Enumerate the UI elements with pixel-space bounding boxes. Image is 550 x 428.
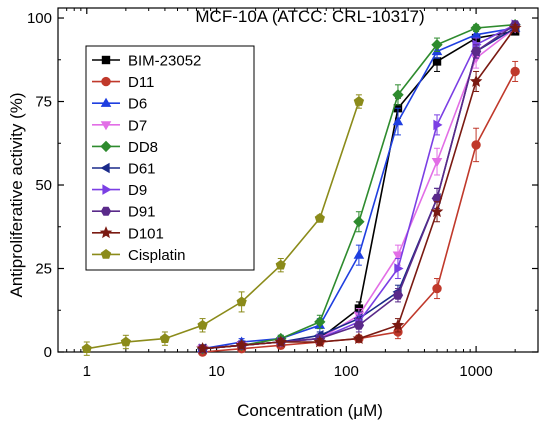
data-point [431, 39, 443, 51]
data-point [470, 46, 482, 56]
data-point [274, 335, 288, 348]
legend-label: D7 [128, 117, 147, 134]
data-point [470, 22, 482, 34]
legend-marker [100, 162, 110, 174]
x-tick-label: 10 [208, 363, 225, 380]
y-tick-label: 75 [35, 94, 52, 111]
data-point [81, 343, 92, 354]
data-point [235, 338, 248, 351]
data-point [196, 342, 209, 355]
legend-marker [99, 226, 113, 239]
data-point [313, 335, 327, 348]
x-tick-label: 1 [83, 363, 91, 380]
y-tick-label: 100 [27, 10, 52, 27]
legend-marker [101, 55, 111, 65]
plot-frame [57, 7, 539, 353]
legend-label: DD8 [128, 139, 158, 156]
data-point [392, 89, 404, 101]
y-tick-label: 25 [35, 261, 52, 278]
data-point [433, 119, 443, 131]
x-axis-label: Concentration (μM) [237, 401, 383, 420]
series-line [86, 101, 360, 350]
legend-label: BIM-23052 [128, 53, 201, 70]
data-point [159, 333, 171, 344]
y-tick-label: 0 [44, 344, 52, 361]
data-point [432, 283, 442, 294]
legend-marker [102, 184, 112, 195]
data-point [471, 140, 481, 150]
legend-marker [100, 121, 112, 131]
legend-label: D91 [128, 204, 156, 221]
legend: BIM-23052 D11 D6 D7 DD8 D61 D9 D91 D101 Cisplatin [85, 45, 255, 271]
data-point [314, 316, 326, 328]
data-point [508, 21, 522, 34]
chart-title: MCF-10A (ATCC: CRL-10317) [195, 7, 424, 26]
data-point [432, 57, 442, 66]
x-axis-label-unit: μM [353, 401, 377, 420]
legend-label: D61 [128, 161, 156, 178]
data-point [392, 251, 404, 261]
plot-area: 0 25 50 75 100 1 10 100 1000 [27, 7, 539, 380]
legend-marker [100, 140, 112, 153]
data-point [197, 319, 208, 330]
legend-label: D101 [128, 225, 164, 242]
data-point [353, 249, 365, 259]
data-point [392, 116, 404, 126]
data-point [353, 96, 365, 106]
legend-box [85, 45, 255, 271]
legend-marker [101, 76, 111, 87]
legend-marker [100, 206, 112, 216]
legend-label: D6 [128, 96, 147, 113]
legend-marker [100, 97, 112, 107]
data-point [430, 205, 444, 218]
data-point [392, 290, 404, 300]
x-tick-label: 100 [334, 363, 359, 380]
y-tick-label: 50 [35, 177, 52, 194]
data-point [353, 216, 365, 228]
x-axis-label-suffix: ) [377, 401, 383, 420]
series-d101 [196, 21, 522, 355]
series-cisplatin [81, 94, 365, 356]
data-point [391, 318, 405, 331]
data-point [120, 336, 131, 347]
x-tick-label: 1000 [459, 363, 492, 380]
data-point [510, 66, 520, 77]
data-point [394, 263, 404, 274]
data-point [352, 331, 366, 345]
data-point [314, 213, 325, 223]
x-axis-label-prefix: Concentration ( [237, 401, 354, 420]
data-point [431, 157, 443, 168]
data-point [353, 320, 365, 330]
legend-label: Cisplatin [128, 247, 186, 264]
data-point [236, 296, 247, 307]
data-point [469, 74, 483, 87]
legend-label: D9 [128, 182, 147, 199]
legend-marker [100, 249, 112, 259]
y-axis-label: Antiproliferative activity (%) [7, 92, 26, 297]
data-point [275, 259, 286, 270]
legend-label: D11 [128, 74, 154, 91]
